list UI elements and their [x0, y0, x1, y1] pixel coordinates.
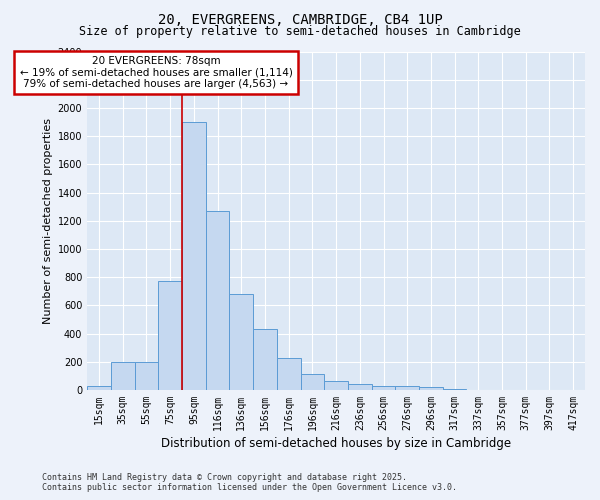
Bar: [371, 386, 395, 390]
Bar: [443, 389, 466, 390]
X-axis label: Distribution of semi-detached houses by size in Cambridge: Distribution of semi-detached houses by …: [161, 437, 511, 450]
Bar: [134, 362, 158, 390]
Bar: [206, 211, 229, 390]
Bar: [111, 362, 134, 390]
Bar: [158, 280, 182, 390]
Text: Contains HM Land Registry data © Crown copyright and database right 2025.
Contai: Contains HM Land Registry data © Crown c…: [42, 473, 457, 492]
Bar: [395, 386, 419, 390]
Bar: [348, 384, 371, 390]
Y-axis label: Number of semi-detached properties: Number of semi-detached properties: [43, 118, 53, 324]
Text: Size of property relative to semi-detached houses in Cambridge: Size of property relative to semi-detach…: [79, 25, 521, 38]
Bar: [87, 386, 111, 390]
Bar: [229, 294, 253, 390]
Bar: [419, 387, 443, 390]
Bar: [301, 374, 324, 390]
Bar: [182, 122, 206, 390]
Text: 20, EVERGREENS, CAMBRIDGE, CB4 1UP: 20, EVERGREENS, CAMBRIDGE, CB4 1UP: [158, 12, 442, 26]
Bar: [324, 381, 348, 390]
Bar: [253, 330, 277, 390]
Bar: [277, 358, 301, 390]
Text: 20 EVERGREENS: 78sqm
← 19% of semi-detached houses are smaller (1,114)
79% of se: 20 EVERGREENS: 78sqm ← 19% of semi-detac…: [20, 56, 292, 89]
